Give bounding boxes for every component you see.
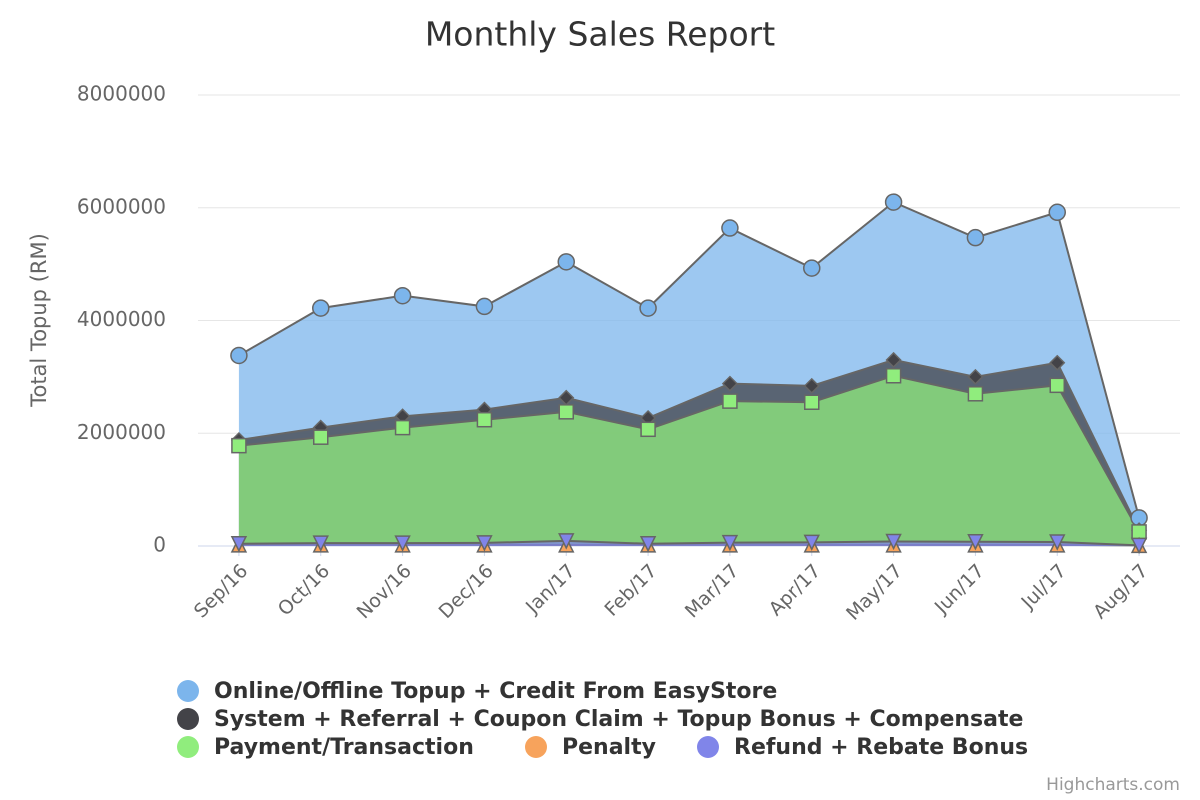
chart-title: Monthly Sales Report: [425, 15, 775, 54]
marker: [393, 286, 412, 305]
marker: [1048, 203, 1066, 222]
marker: [558, 404, 574, 420]
marker: [803, 534, 820, 552]
marker: [394, 535, 411, 552]
series-line: [238, 374, 1140, 533]
series: [238, 539, 1140, 547]
marker: [722, 393, 738, 409]
x-tick-label: Oct/16: [274, 560, 334, 620]
series-line: [238, 539, 1140, 547]
legend-item[interactable]: Payment/Transaction: [177, 735, 474, 760]
marker: [885, 351, 902, 369]
legend-label: System + Referral + Coupon Claim + Topup…: [214, 707, 1023, 732]
legend-label: Refund + Rebate Bonus: [734, 735, 1028, 760]
marker: [475, 297, 494, 316]
legend-label: Online/Offline Topup + Credit From EasyS…: [214, 679, 777, 704]
marker: [476, 535, 493, 552]
marker: [231, 437, 247, 454]
x-tick-label: Dec/16: [435, 560, 498, 623]
legend-symbol: [177, 708, 199, 730]
y-tick-label: 0: [153, 533, 166, 557]
legend-symbol: [697, 736, 719, 758]
legend-item[interactable]: System + Referral + Coupon Claim + Topup…: [177, 707, 1023, 732]
marker: [721, 219, 739, 237]
legend-symbol: [177, 680, 199, 702]
marker: [639, 299, 657, 317]
x-tick-label: Mar/17: [681, 560, 744, 623]
marker: [1049, 354, 1066, 371]
marker: [884, 193, 903, 211]
legend-symbol: [525, 736, 547, 758]
series-markers: [231, 367, 1147, 540]
x-tick-label: Jan/17: [521, 560, 580, 619]
legend-item[interactable]: Online/Offline Topup + Credit From EasyS…: [177, 679, 777, 704]
y-tick-label: 2000000: [77, 420, 166, 444]
marker: [721, 375, 738, 392]
legend-label: Payment/Transaction: [214, 735, 474, 760]
marker: [967, 386, 984, 402]
marker: [476, 411, 493, 428]
marker: [885, 533, 902, 551]
x-tick-label: Jun/17: [930, 560, 989, 619]
series-line: [238, 200, 1141, 519]
marker: [1130, 537, 1148, 555]
x-tick-label: Jul/17: [1017, 560, 1071, 614]
marker: [312, 299, 330, 317]
marker: [967, 534, 984, 551]
series-markers: [230, 193, 1148, 527]
series-line: [238, 358, 1140, 531]
marker: [967, 368, 984, 385]
marker: [639, 535, 657, 553]
x-tick-label: Sep/16: [190, 560, 253, 623]
marker: [721, 534, 739, 552]
marker: [312, 535, 329, 552]
x-tick-label: Aug/17: [1089, 560, 1152, 623]
series: [238, 374, 1140, 546]
y-tick-label: 8000000: [77, 82, 166, 106]
marker: [557, 253, 575, 271]
y-tick-label: 6000000: [77, 194, 166, 218]
marker: [558, 533, 575, 550]
legend-item[interactable]: Penalty: [525, 735, 656, 760]
marker: [640, 421, 656, 438]
series-markers: [230, 533, 1148, 555]
y-tick-label: 4000000: [77, 307, 166, 331]
marker: [1049, 534, 1066, 551]
marker: [803, 377, 820, 394]
marker: [1049, 377, 1065, 394]
x-tick-label: Feb/17: [601, 560, 662, 621]
marker: [230, 535, 248, 553]
marker: [885, 367, 902, 384]
marker: [394, 419, 411, 436]
area-fill: [238, 375, 1140, 546]
marker: [966, 228, 985, 247]
legend-item[interactable]: Refund + Rebate Bonus: [697, 735, 1028, 760]
marker: [804, 394, 820, 410]
marker: [803, 259, 821, 277]
legend-label: Penalty: [562, 735, 656, 760]
marker: [313, 429, 329, 445]
x-tick-label: Nov/16: [353, 560, 416, 623]
credits: Highcharts.com: [1046, 775, 1180, 795]
legend-symbol: [177, 736, 199, 758]
x-tick-label: May/17: [842, 560, 907, 625]
y-axis-title: Total Topup (RM): [27, 233, 51, 408]
x-tick-label: Apr/17: [765, 560, 825, 620]
marker: [230, 346, 248, 365]
